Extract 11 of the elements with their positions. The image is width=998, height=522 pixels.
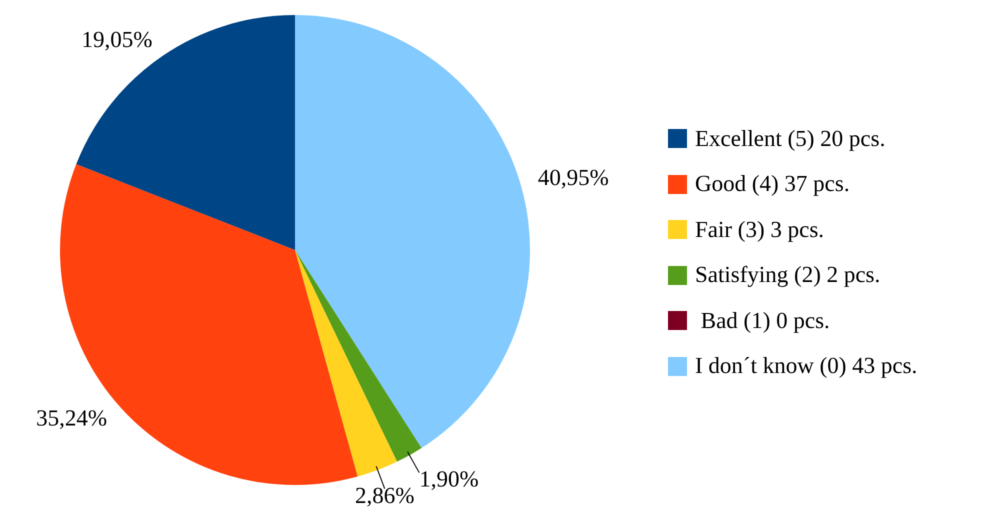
data-label: 1,90% (419, 466, 479, 492)
legend-label: I don´t know (0) 43 pcs. (695, 353, 918, 380)
data-label: 35,24% (36, 405, 108, 430)
legend-label: Bad (1) 0 pcs. (700, 308, 830, 334)
legend-label: Fair (3) 3 pcs. (695, 216, 824, 243)
data-label: 2,86% (354, 482, 414, 508)
legend-label: Excellent (5) 20 pcs. (695, 126, 886, 152)
legend-label: Good (4) 37 pcs. (695, 171, 850, 198)
data-label: 40,95% (538, 165, 609, 190)
data-label: 19,05% (82, 27, 152, 52)
legend-label: Satisfying (2) 2 pcs. (695, 262, 880, 288)
